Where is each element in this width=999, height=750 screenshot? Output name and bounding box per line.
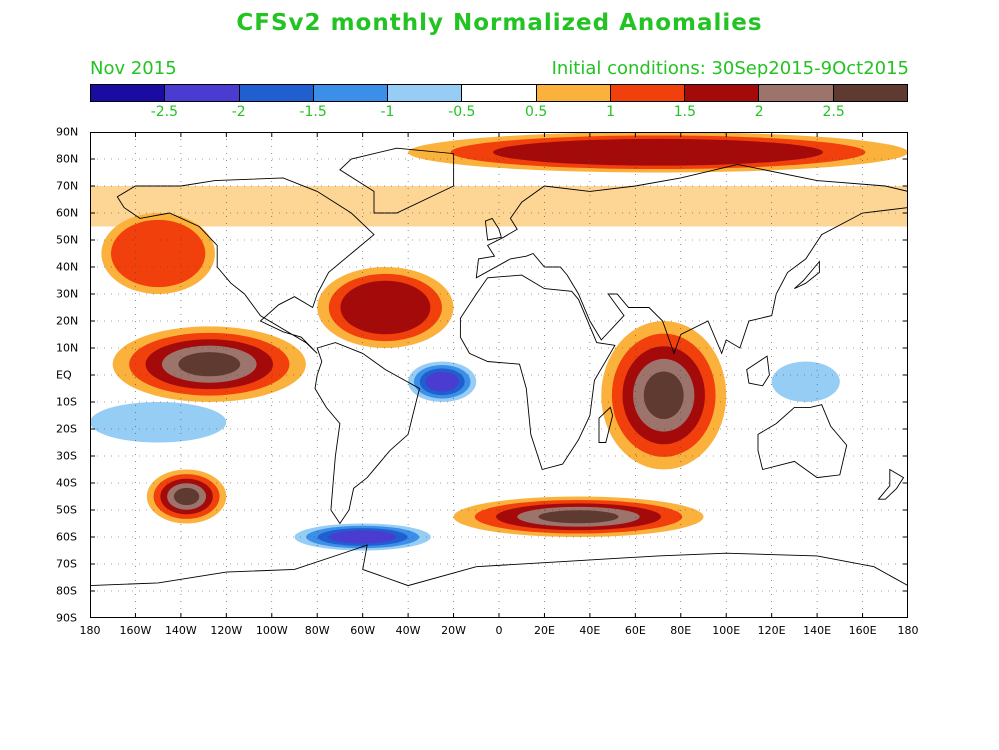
lon-tick-label: 100E: [712, 624, 741, 637]
anomaly-antarctic-cold: [635, 550, 863, 591]
anomaly-maritime-continent-cold: [777, 364, 835, 399]
lat-tick-label: 10N: [56, 341, 79, 355]
lon-tick-label: 20W: [441, 624, 466, 637]
coastline: [746, 355, 770, 387]
anomaly-northeast-pacific-warm: [111, 219, 206, 288]
colorbar-swatch: [759, 85, 834, 101]
colorbar-swatch: [462, 85, 537, 101]
anomaly-southeast-pacific-warm: [173, 487, 200, 506]
lon-tick-label: 140E: [803, 624, 832, 637]
lat-tick-label: 30S: [56, 449, 77, 463]
anomaly-north-atlantic-warm: [340, 280, 431, 335]
colorbar-tick-label: 1.5: [673, 104, 697, 120]
lon-tick-label: 80E: [670, 624, 692, 637]
map-frame: [90, 132, 908, 618]
coastline: [116, 177, 375, 354]
anomaly-drake-passage-cold: [340, 532, 385, 542]
colorbar: [90, 84, 908, 102]
coastline: [877, 468, 905, 500]
colorbar-tick-label: 2: [754, 104, 764, 120]
anomaly-southern-ocean-warm: [538, 510, 619, 524]
coastline: [794, 260, 820, 290]
colorbar-swatch: [833, 85, 907, 101]
lon-tick-label: 160E: [848, 624, 877, 637]
chart-title: CFSv2 monthly Normalized Anomalies: [236, 10, 763, 36]
coastline: [339, 147, 455, 214]
lat-tick-label: 90S: [56, 611, 77, 625]
colorbar-tick-label: 1: [606, 104, 615, 120]
band-warm: [90, 186, 908, 227]
lat-tick-label: 80S: [56, 584, 77, 598]
colorbar-tick-label: -1: [380, 104, 395, 120]
anomaly-south-pacific-cold: [101, 405, 215, 440]
lat-tick-label: 40S: [56, 476, 77, 490]
colorbar-swatch: [388, 85, 463, 101]
colorbar-tick-label: -0.5: [448, 104, 476, 120]
lon-tick-label: 20E: [533, 624, 555, 637]
lon-tick-label: 0: [495, 624, 503, 637]
coastline: [598, 406, 614, 443]
lon-tick-label: 40W: [395, 624, 421, 637]
colorbar-tick-label: -2: [231, 104, 246, 120]
lat-tick-label: EQ: [56, 368, 72, 382]
anomaly-map: [90, 132, 908, 618]
lon-tick-label: 160W: [119, 624, 152, 637]
colorbar-swatch: [91, 85, 166, 101]
colorbar-tick-label: 0.5: [525, 104, 548, 120]
lat-tick-label: 70S: [56, 557, 77, 571]
lon-tick-label: 60W: [350, 624, 376, 637]
lat-tick-label: 20S: [56, 422, 77, 436]
lat-tick-label: 40N: [56, 260, 79, 274]
lat-tick-label: 10S: [56, 395, 77, 409]
lon-tick-label: 140W: [164, 624, 197, 637]
coastline: [459, 274, 616, 471]
lat-tick-label: 80N: [56, 152, 79, 166]
colorbar-swatch: [610, 85, 686, 101]
colorbar-swatch: [313, 85, 389, 101]
forecast-month: Nov 2015: [90, 58, 177, 79]
colorbar-swatch: [685, 85, 760, 101]
lat-tick-label: 90N: [56, 125, 79, 139]
lat-tick-label: 50S: [56, 503, 77, 517]
coastline: [757, 404, 848, 479]
lat-tick-label: 50N: [56, 233, 79, 247]
lat-tick-label: 30N: [56, 287, 79, 301]
lat-tick-label: 60S: [56, 530, 77, 544]
colorbar-tick-label: -2.5: [150, 104, 179, 120]
lat-tick-label: 70N: [56, 179, 79, 193]
initial-conditions: Initial conditions: 30Sep2015-9Oct2015: [551, 58, 909, 79]
anomaly-central-east-pacific-warm: [178, 352, 241, 377]
colorbar-swatch: [165, 85, 240, 101]
anomaly-indian-ocean-warm: [643, 371, 684, 420]
anomaly-tropical-atlantic-cold: [431, 375, 454, 389]
colorbar-swatch: [239, 85, 314, 101]
colorbar-swatch: [536, 85, 611, 101]
lon-tick-label: 120W: [210, 624, 243, 637]
lon-tick-label: 100W: [255, 624, 288, 637]
lon-tick-label: 60E: [624, 624, 646, 637]
coastline: [475, 163, 908, 355]
anomaly-arctic-warm: [493, 138, 824, 166]
lon-tick-label: 80W: [304, 624, 330, 637]
coastline: [90, 544, 908, 618]
lon-tick-label: 180: [79, 624, 101, 637]
map-canvas: [90, 132, 908, 618]
lon-tick-label: 40E: [579, 624, 601, 637]
lat-tick-label: 60N: [56, 206, 79, 220]
lat-tick-label: 20N: [56, 314, 79, 328]
lon-tick-label: 180: [897, 624, 919, 637]
colorbar-tick-label: 2.5: [822, 104, 845, 120]
lon-tick-label: 120E: [757, 624, 786, 637]
colorbar-tick-label: -1.5: [299, 104, 327, 120]
